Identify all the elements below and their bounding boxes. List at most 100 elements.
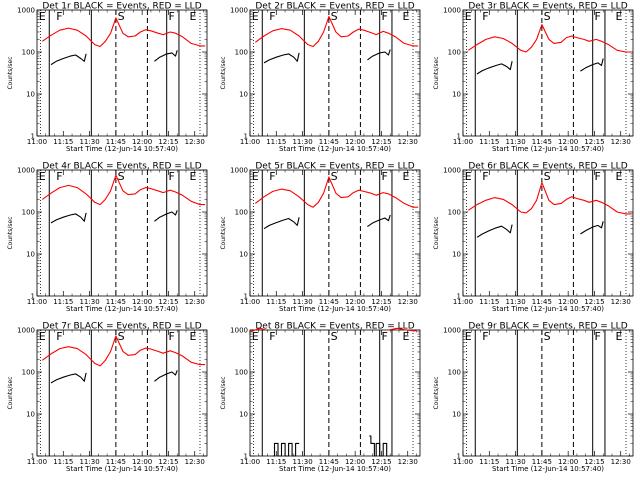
x-tick-label: 11:15 <box>266 458 286 466</box>
x-tick-label: 12:00 <box>132 298 152 306</box>
phase-marker-label: E <box>465 330 472 343</box>
y-tick-label: 1 <box>31 293 35 301</box>
plot-frame <box>249 169 421 297</box>
panel-title: Det 5r BLACK = Events, RED = LLD <box>255 162 414 172</box>
plot-frame <box>36 9 208 137</box>
events-series-line <box>154 210 178 222</box>
detector-panel: Det 4r BLACK = Events, RED = LLD 1 10 100 10… <box>7 162 208 313</box>
y-axis-label: Counts/sec <box>7 216 14 249</box>
x-tick-label: 11:30 <box>79 458 99 466</box>
y-tick-label: 1000 <box>17 167 35 175</box>
x-tick-label: 12:15 <box>158 298 178 306</box>
phase-marker-label: F <box>269 330 275 343</box>
x-tick-label: 12:15 <box>584 138 604 146</box>
x-tick-label: 11:00 <box>240 138 260 146</box>
y-tick-label: 10 <box>452 251 461 259</box>
y-tick-label: 1000 <box>17 7 35 15</box>
panel-title: Det 1r BLACK = Events, RED = LLD <box>42 2 201 12</box>
events-series-line <box>154 50 178 62</box>
x-tick-label: 12:00 <box>558 138 578 146</box>
y-tick-label: 10 <box>26 251 35 259</box>
y-tick-label: 1 <box>244 133 248 141</box>
phase-marker-label: S <box>331 10 338 23</box>
x-tick-label: 12:00 <box>558 298 578 306</box>
lld-series-line <box>254 15 419 48</box>
x-tick-label: 12:30 <box>611 138 631 146</box>
x-axis-label: Start Time (12-Jun-14 10:57:40) <box>279 465 391 473</box>
phase-marker-label: S <box>544 330 551 343</box>
phase-marker-label: F <box>168 170 174 183</box>
phase-marker-label: S <box>544 170 551 183</box>
x-axis-label: Start Time (12-Jun-14 10:57:40) <box>279 305 391 313</box>
x-tick-label: 12:30 <box>185 458 205 466</box>
y-tick-label: 100 <box>22 49 35 57</box>
y-tick-label: 100 <box>235 209 248 217</box>
y-tick-label: 100 <box>448 369 461 377</box>
events-series-line <box>50 212 87 224</box>
y-tick-label: 1000 <box>17 327 35 335</box>
x-tick-label: 12:00 <box>345 138 365 146</box>
events-series-line <box>476 224 513 238</box>
detector-panel: Det 5r BLACK = Events, RED = LLD 1 10 100 10… <box>220 162 421 313</box>
phase-marker-label: S <box>331 330 338 343</box>
phase-marker-label: F <box>594 330 600 343</box>
events-series-line <box>476 61 513 75</box>
detector-panel: Det 6r BLACK = Events, RED = LLD 1 10 100 10… <box>433 162 634 313</box>
y-tick-label: 1 <box>244 293 248 301</box>
y-tick-label: 100 <box>448 49 461 57</box>
y-tick-label: 1 <box>457 293 461 301</box>
y-tick-label: 10 <box>452 411 461 419</box>
phase-marker-label: E <box>39 10 46 23</box>
detector-panel: Det 3r BLACK = Events, RED = LLD 1 10 100 10… <box>433 2 634 153</box>
panel-title: Det 6r BLACK = Events, RED = LLD <box>468 162 627 172</box>
lld-series-line <box>388 327 419 332</box>
phase-marker-label: E <box>39 330 46 343</box>
phase-marker-label: E <box>465 10 472 23</box>
detector-panel: Det 2r BLACK = Events, RED = LLD 1 10 100 10… <box>220 2 421 153</box>
y-tick-label: 100 <box>235 369 248 377</box>
y-axis-label: Counts/sec <box>220 216 227 249</box>
panel-title: Det 3r BLACK = Events, RED = LLD <box>468 2 627 12</box>
lld-series-line <box>249 327 266 333</box>
events-series-line <box>154 370 178 382</box>
y-axis-label: Counts/sec <box>433 216 440 249</box>
y-tick-label: 1 <box>31 453 35 461</box>
x-tick-label: 11:30 <box>505 138 525 146</box>
x-tick-label: 12:30 <box>185 138 205 146</box>
x-tick-label: 11:00 <box>240 298 260 306</box>
x-tick-label: 12:15 <box>371 138 391 146</box>
y-tick-label: 100 <box>22 369 35 377</box>
y-tick-label: 1000 <box>443 327 461 335</box>
x-axis-label: Start Time (12-Jun-14 10:57:40) <box>66 465 178 473</box>
y-axis-label: Counts/sec <box>433 56 440 89</box>
events-series-line <box>580 221 604 235</box>
x-tick-label: 11:00 <box>453 458 473 466</box>
plot-frame <box>249 329 421 457</box>
lld-series-line <box>254 176 419 208</box>
x-tick-label: 12:00 <box>558 458 578 466</box>
panel-title: Det 2r BLACK = Events, RED = LLD <box>255 2 414 12</box>
plot-frame <box>36 169 208 297</box>
phase-marker-label: F <box>269 170 275 183</box>
x-tick-label: 12:30 <box>611 458 631 466</box>
detector-panel: Det 7r BLACK = Events, RED = LLD 1 10 100 10… <box>7 322 208 473</box>
detector-panel: Det 1r BLACK = Events, RED = LLD 1 10 100 10… <box>7 2 208 153</box>
x-tick-label: 11:45 <box>532 138 552 146</box>
x-tick-label: 12:00 <box>132 458 152 466</box>
y-tick-label: 1 <box>31 133 35 141</box>
y-tick-label: 10 <box>239 411 248 419</box>
x-tick-label: 11:00 <box>27 298 47 306</box>
phase-marker-label: S <box>118 170 125 183</box>
phase-marker-label: F <box>381 170 387 183</box>
y-tick-label: 1 <box>244 453 248 461</box>
x-tick-label: 11:00 <box>27 458 47 466</box>
x-tick-label: 12:30 <box>185 298 205 306</box>
x-tick-label: 11:15 <box>53 458 73 466</box>
x-tick-label: 11:15 <box>53 138 73 146</box>
plot-frame <box>462 169 634 297</box>
phase-marker-label: F <box>381 330 387 343</box>
phase-marker-label: S <box>118 10 125 23</box>
y-tick-label: 10 <box>26 91 35 99</box>
x-tick-label: 11:30 <box>292 298 312 306</box>
